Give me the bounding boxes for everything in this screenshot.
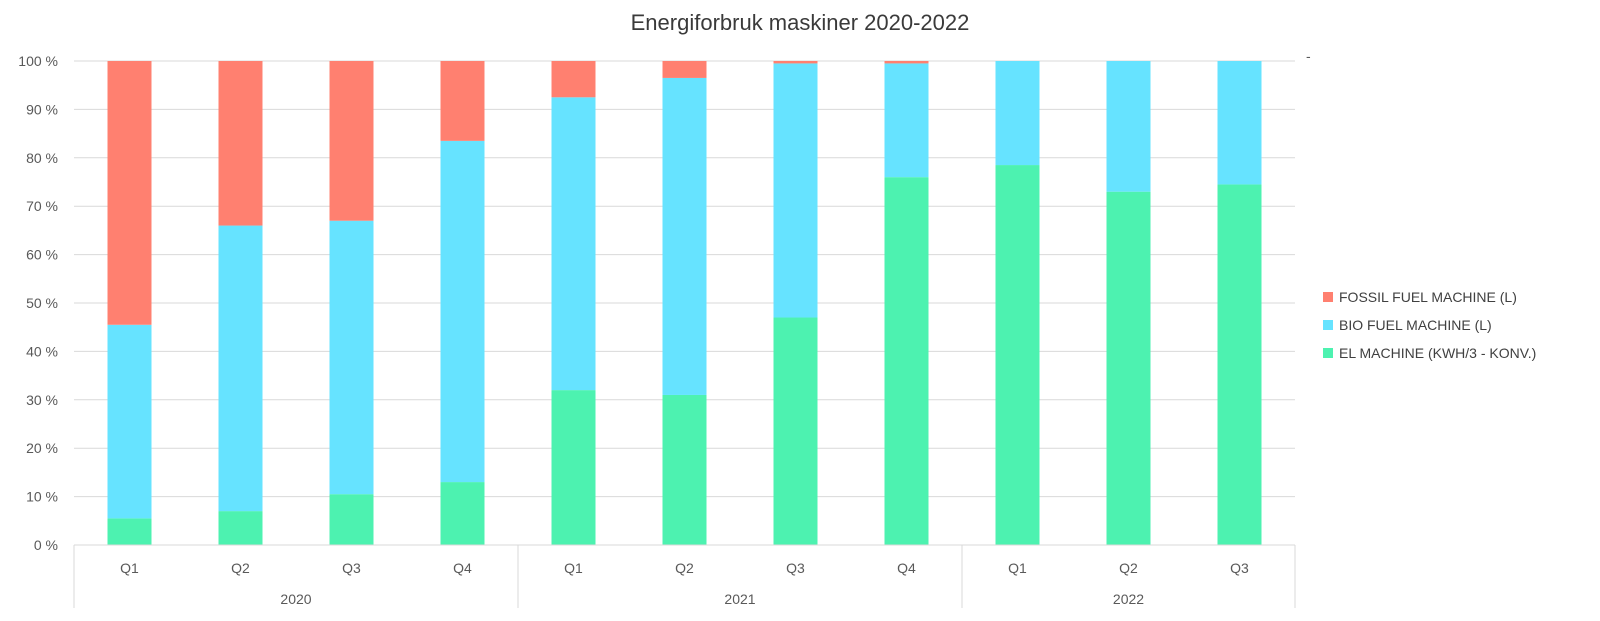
x-category-label: Q3 xyxy=(1230,560,1249,576)
y-tick-label: 40 % xyxy=(26,343,58,359)
x-category-label: Q2 xyxy=(1119,560,1138,576)
legend-label: EL MACHINE (KWH/3 - KONV.) xyxy=(1339,345,1537,361)
legend-item: EL MACHINE (KWH/3 - KONV.) xyxy=(1323,343,1536,363)
bar-segment xyxy=(662,394,707,545)
bar-segment xyxy=(551,97,596,391)
y-tick-label: 0 % xyxy=(34,537,58,553)
bar-segment xyxy=(1106,61,1151,192)
bar-segment xyxy=(884,61,929,64)
x-category-label: Q1 xyxy=(564,560,583,576)
bar-segment xyxy=(329,220,374,495)
bar-segment xyxy=(884,177,929,545)
bar-segment xyxy=(218,61,263,226)
bar-segment xyxy=(773,317,818,545)
x-group-label: 2022 xyxy=(1113,591,1144,607)
x-category-label: Q4 xyxy=(897,560,916,576)
bar-segment xyxy=(551,61,596,98)
bar-segment xyxy=(440,140,485,483)
y-tick-label: 30 % xyxy=(26,392,58,408)
bar-segment xyxy=(107,518,152,545)
bar-segment xyxy=(995,165,1040,545)
bar-segment xyxy=(440,61,485,141)
y-tick-label: 20 % xyxy=(26,440,58,456)
legend-swatch xyxy=(1323,348,1333,358)
legend-swatch xyxy=(1323,320,1333,330)
bar-segment xyxy=(329,61,374,221)
bar-segment xyxy=(551,390,596,545)
bar-segment xyxy=(107,61,152,325)
y-tick-label: 50 % xyxy=(26,295,58,311)
bar-segment xyxy=(773,61,818,64)
x-category-label: Q2 xyxy=(675,560,694,576)
legend-item: BIO FUEL MACHINE (L) xyxy=(1323,315,1536,335)
legend-label: FOSSIL FUEL MACHINE (L) xyxy=(1339,289,1517,305)
stray-dash-mark: - xyxy=(1306,48,1311,64)
bar-segment xyxy=(662,61,707,78)
y-tick-label: 60 % xyxy=(26,247,58,263)
legend-label: BIO FUEL MACHINE (L) xyxy=(1339,317,1492,333)
axes: 0 % 10 % 20 % 30 % 40 % 50 % 60 % 70 % 80 % 90 % 1… xyxy=(18,53,1296,608)
bars xyxy=(107,61,1262,546)
bar-segment xyxy=(1106,191,1151,545)
bar-segment xyxy=(218,225,263,512)
bar-segment xyxy=(662,77,707,395)
bar-segment xyxy=(884,63,929,178)
bar-segment xyxy=(773,63,818,318)
bar-segment xyxy=(218,511,263,545)
y-tick-label: 70 % xyxy=(26,198,58,214)
bar-segment xyxy=(440,482,485,545)
y-tick-label: 80 % xyxy=(26,150,58,166)
x-category-label: Q3 xyxy=(342,560,361,576)
y-tick-label: 10 % xyxy=(26,489,58,505)
legend-swatch xyxy=(1323,292,1333,302)
x-category-label: Q4 xyxy=(453,560,472,576)
x-category-label: Q1 xyxy=(1008,560,1027,576)
bar-segment xyxy=(329,494,374,545)
bar-segment xyxy=(1217,61,1262,185)
x-category-label: Q3 xyxy=(786,560,805,576)
chart-title: Energiforbruk maskiner 2020-2022 xyxy=(630,10,970,35)
x-group-label: 2021 xyxy=(724,591,755,607)
legend: FOSSIL FUEL MACHINE (L) BIO FUEL MACHINE … xyxy=(1323,287,1536,371)
x-category-label: Q2 xyxy=(231,560,250,576)
x-group-label: 2020 xyxy=(280,591,311,607)
bar-segment xyxy=(107,324,152,519)
bar-segment xyxy=(1217,184,1262,546)
y-tick-label: 90 % xyxy=(26,101,58,117)
y-tick-label: 100 % xyxy=(18,53,58,69)
x-category-label: Q1 xyxy=(120,560,139,576)
legend-item: FOSSIL FUEL MACHINE (L) xyxy=(1323,287,1536,307)
bar-segment xyxy=(995,61,1040,166)
